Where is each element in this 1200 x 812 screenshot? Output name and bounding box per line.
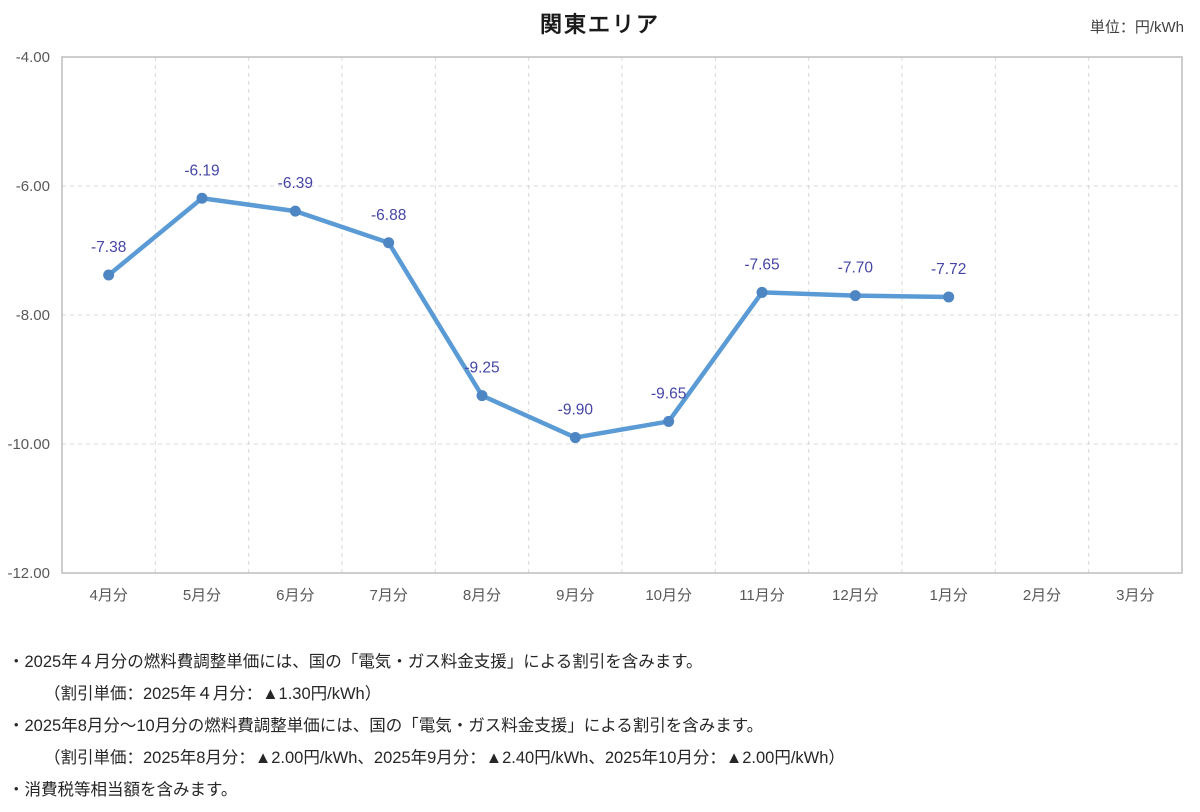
x-axis-tick-label: 5月分 <box>183 587 221 604</box>
data-point-label: -6.19 <box>184 162 219 179</box>
x-axis-tick-label: 6月分 <box>276 587 314 604</box>
data-point-label: -6.88 <box>371 207 406 224</box>
data-point-marker <box>943 291 955 303</box>
data-point-marker <box>663 415 675 427</box>
x-axis-tick-label: 7月分 <box>369 587 407 604</box>
data-point-label: -7.72 <box>931 261 966 278</box>
data-point-label: -6.39 <box>278 175 313 192</box>
data-point-marker <box>289 205 301 217</box>
series-line <box>106 196 951 440</box>
x-axis-tick-label: 1月分 <box>929 587 967 604</box>
data-point-marker <box>476 390 488 402</box>
data-point-marker <box>756 286 768 298</box>
note-line-3: ・2025年8月分～10月分の燃料費調整単価には、国の「電気・ガス料金支援」によ… <box>8 717 764 735</box>
data-point-label: -7.70 <box>838 260 874 277</box>
footnotes: ・2025年４月分の燃料費調整単価には、国の「電気・ガス料金支援」による割引を含… <box>8 646 1188 806</box>
x-axis-tick-label: 8月分 <box>463 587 501 604</box>
plot-border <box>61 56 1183 574</box>
note-line-5: ・消費税等相当額を含みます。 <box>8 781 238 799</box>
line-chart: -4.00 -6.00 -8.00 -10.00 -12.00 4月分 5月分 6月分 7月分 8… <box>7 49 1183 604</box>
x-axis-tick-label: 3月分 <box>1116 587 1154 604</box>
note-line-4: （割引単価：2025年8月分：▲2.00円/kWh、2025年9月分：▲2.40… <box>44 749 845 767</box>
chart-title: 関東エリア <box>539 12 660 37</box>
y-axis-tick-label: -8.00 <box>16 307 50 324</box>
note-line-1: ・2025年４月分の燃料費調整単価には、国の「電気・ガス料金支援」による割引を含… <box>8 653 703 671</box>
data-point-label: -9.90 <box>558 402 594 419</box>
x-axis-tick-label: 10月分 <box>645 587 692 604</box>
data-point-label: -7.38 <box>91 239 126 256</box>
data-point-marker <box>103 269 115 281</box>
x-axis-tick-label: 11月分 <box>739 587 785 604</box>
data-point-label: -7.65 <box>744 256 779 273</box>
note-line-2: （割引単価：2025年４月分：▲1.30円/kWh） <box>44 685 382 703</box>
data-point-marker <box>383 237 395 249</box>
y-axis-tick-label: -4.00 <box>16 49 50 66</box>
data-point-marker <box>196 192 208 204</box>
data-point-label: -9.65 <box>651 385 686 402</box>
x-axis-tick-label: 2月分 <box>1023 587 1061 604</box>
unit-label: 単位：円/kWh <box>1089 19 1184 36</box>
y-axis-tick-label: -6.00 <box>16 178 50 195</box>
data-point-marker <box>849 290 861 302</box>
data-point-marker <box>569 432 581 444</box>
x-axis-tick-label: 12月分 <box>832 587 879 604</box>
x-axis-tick-label: 9月分 <box>556 587 594 604</box>
y-axis-tick-label: -12.00 <box>7 565 50 582</box>
x-axis-tick-label: 4月分 <box>89 587 127 604</box>
y-axis-tick-label: -10.00 <box>7 436 50 453</box>
data-point-label: -9.25 <box>464 360 499 377</box>
